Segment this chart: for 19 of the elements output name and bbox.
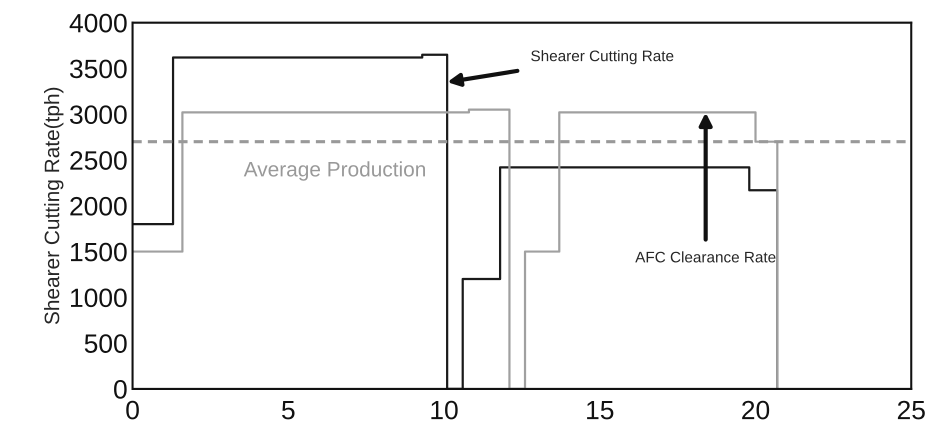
y-tick-label: 1500 [71, 242, 127, 262]
y-tick-label: 3500 [70, 60, 127, 78]
y-tick-label: 1000 [71, 288, 127, 308]
x-tick-label: 0 [126, 400, 139, 420]
y-tick-label: 2500 [70, 151, 127, 170]
y-axis-title: Shearer Cutting Rate(tph) [44, 88, 64, 324]
y-tick-label: 2000 [70, 196, 127, 216]
x-tick-label: 20 [742, 400, 770, 420]
annotation: Shearer Cutting Rate [531, 50, 674, 64]
x-tick-label: 10 [431, 400, 458, 420]
ref-line-label: Average Production [244, 161, 425, 181]
annotation: AFC Clearance Rate [635, 251, 776, 263]
x-tick-label: 5 [282, 400, 295, 420]
x-tick-label: 15 [587, 400, 614, 420]
y-tick-label: 500 [84, 334, 127, 353]
x-tick-label: 25 [898, 400, 925, 420]
y-tick-label: 3000 [70, 105, 127, 124]
y-tick-label: 0 [114, 380, 127, 399]
y-tick-label: 4000 [70, 14, 127, 32]
